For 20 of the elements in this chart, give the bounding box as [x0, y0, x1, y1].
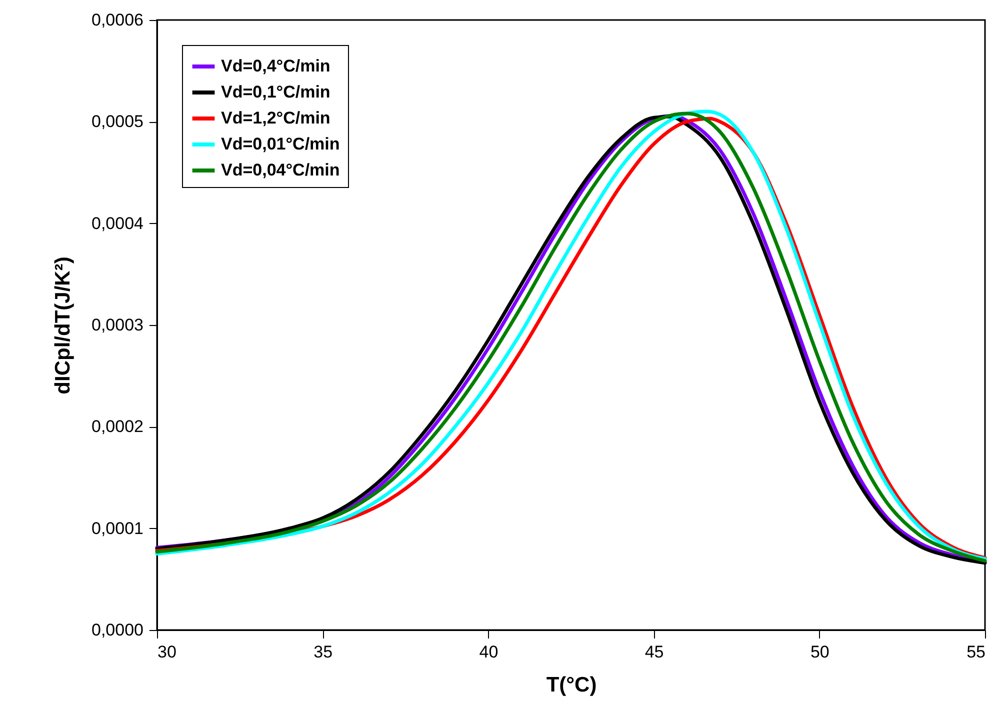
- y-tick-label: 0,0001: [92, 518, 144, 538]
- x-tick-label: 55: [966, 642, 986, 662]
- y-tick-label: 0,0000: [92, 620, 144, 640]
- y-tick-label: 0,0006: [92, 10, 144, 30]
- x-tick-label: 50: [810, 642, 830, 662]
- legend-label: Vd=0,01°C/min: [221, 134, 340, 154]
- x-tick-label: 35: [314, 642, 333, 662]
- x-tick-label: 40: [479, 642, 498, 662]
- x-tick-label: 30: [158, 642, 176, 662]
- y-tick-label: 0,0003: [92, 316, 144, 334]
- legend-label: Vd=1,2°C/min: [221, 108, 330, 128]
- y-tick-label: 0,0002: [92, 417, 144, 436]
- y-tick-label: 0,0005: [92, 112, 144, 132]
- x-tick-label: 45: [644, 642, 664, 662]
- x-axis-title: T(°C): [546, 674, 597, 696]
- y-axis-title: dICpl/dT(J/K²): [52, 256, 75, 394]
- legend-label: Vd=0,1°C/min: [221, 82, 330, 102]
- y-tick-label: 0,0004: [92, 214, 144, 233]
- legend-label: Vd=0,4°C/min: [221, 56, 330, 76]
- legend-label: Vd=0,04°C/min: [221, 160, 340, 180]
